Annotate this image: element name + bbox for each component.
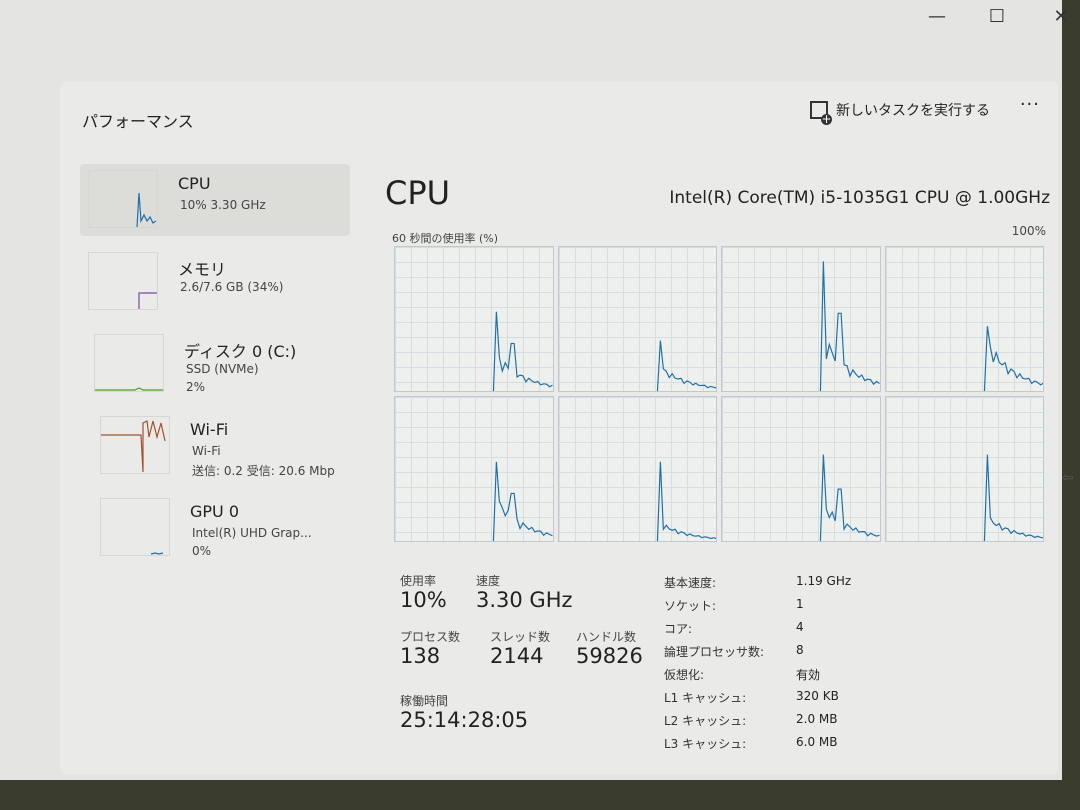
logical-processor-graphs — [394, 246, 1044, 542]
spec-value: 4 — [796, 620, 804, 634]
page-title: パフォーマンス — [82, 112, 194, 131]
spec-value: 6.0 MB — [796, 735, 838, 749]
spec-row: コア: 4 — [664, 620, 964, 643]
spec-value: 1 — [796, 597, 804, 611]
uptime-value: 25:14:28:05 — [400, 708, 529, 732]
sidebar-item-name: ディスク 0 (C:) — [184, 342, 297, 361]
logical-processor-graph — [884, 246, 1044, 392]
sidebar-item-detail-2: 送信: 0.2 受信: 20.6 Mbp — [192, 464, 335, 478]
cpu-specs: 基本速度: 1.19 GHz ソケット: 1 コア: 4 論理プロセッサ数: 8 仮想化: 有効 L… — [664, 574, 964, 758]
minimize-button[interactable]: — — [928, 6, 946, 27]
mini-graph-icon — [88, 252, 158, 310]
spec-row: 仮想化: 有効 — [664, 666, 964, 689]
spec-key: コア: — [664, 622, 693, 636]
performance-page: パフォーマンス 新しいタスクを実行する ··· CPU 10% 3.30 GHz… — [60, 82, 1058, 774]
spec-row: ソケット: 1 — [664, 597, 964, 620]
spec-key: 論理プロセッサ数: — [664, 645, 765, 659]
cpu-usage-line — [656, 340, 716, 391]
cpu-usage-line — [983, 326, 1043, 391]
speed-label: 速度 — [476, 574, 501, 588]
mini-graph-icon — [88, 170, 158, 228]
sidebar-item-detail: Wi-Fi — [192, 444, 221, 458]
spec-row: L2 キャッシュ: 2.0 MB — [664, 712, 964, 735]
graph-max-label: 100% — [1011, 224, 1046, 238]
spec-key: L3 キャッシュ: — [664, 737, 747, 751]
logical-processor-graph — [721, 246, 881, 392]
logical-processor-graph — [557, 246, 717, 392]
cpu-model: Intel(R) Core(TM) i5-1035G1 CPU @ 1.00GH… — [669, 188, 1050, 208]
cpu-heading: CPU — [385, 174, 451, 212]
handles-label: ハンドル数 — [576, 630, 637, 644]
processes-value: 138 — [400, 644, 441, 668]
close-button[interactable]: ✕ — [1053, 6, 1069, 27]
spec-row: L3 キャッシュ: 6.0 MB — [664, 735, 964, 758]
threads-label: スレッド数 — [490, 630, 551, 644]
speed-value: 3.30 GHz — [476, 588, 573, 612]
logical-processor-graph — [721, 396, 881, 542]
logical-processor-graph — [557, 396, 717, 542]
sidebar-item-detail-2: 0% — [192, 544, 212, 558]
title-bar: — ☐ ✕ — [0, 0, 1069, 40]
usage-label: 使用率 — [400, 574, 437, 588]
run-task-icon — [810, 101, 832, 125]
threads-value: 2144 — [490, 644, 544, 668]
spec-value: 320 KB — [796, 689, 839, 703]
logical-processor-graph — [884, 396, 1044, 542]
spec-key: 仮想化: — [664, 668, 705, 682]
sidebar-item-detail: Intel(R) UHD Grap... — [192, 526, 312, 540]
usage-value: 10% — [400, 588, 447, 612]
handles-value: 59826 — [576, 644, 643, 668]
sidebar-item-4[interactable]: GPU 0 Intel(R) UHD Grap... 0% — [80, 492, 350, 564]
sidebar-item-detail: 2.6/7.6 GB (34%) — [180, 280, 284, 294]
spec-row: L1 キャッシュ: 320 KB — [664, 689, 964, 712]
sidebar-item-0[interactable]: CPU 10% 3.30 GHz — [80, 164, 350, 236]
spec-key: L1 キャッシュ: — [664, 691, 747, 705]
cpu-usage-line — [656, 461, 716, 541]
cpu-usage-line — [819, 261, 880, 391]
spec-value: 8 — [796, 643, 804, 657]
spec-row: 基本速度: 1.19 GHz — [664, 574, 964, 597]
sidebar-item-detail: 10% 3.30 GHz — [180, 198, 266, 212]
mini-graph-icon — [100, 498, 170, 556]
more-options-button[interactable]: ··· — [1019, 94, 1040, 115]
cpu-usage-line — [492, 311, 553, 391]
sidebar-item-detail: SSD (NVMe) — [186, 362, 259, 376]
mini-graph-icon — [100, 416, 170, 474]
cpu-usage-line — [492, 461, 553, 541]
logical-processor-graph — [394, 396, 554, 542]
logical-processor-graph — [394, 246, 554, 392]
graph-label: 60 秒間の使用率 (%) — [392, 232, 499, 245]
sidebar-item-2[interactable]: ディスク 0 (C:) SSD (NVMe) 2% — [80, 328, 350, 400]
cpu-usage-line — [983, 454, 1043, 541]
sidebar-item-name: メモリ — [178, 260, 227, 279]
uptime-label: 稼働時間 — [400, 694, 449, 708]
cpu-usage-line — [819, 454, 880, 541]
maximize-button[interactable]: ☐ — [988, 6, 1006, 27]
task-manager-window: — ☐ ✕ パフォーマンス 新しいタスクを実行する ··· CPU 10% 3.… — [0, 0, 1062, 780]
sidebar-item-1[interactable]: メモリ 2.6/7.6 GB (34%) — [80, 246, 350, 318]
mini-graph-icon — [94, 334, 164, 392]
sidebar-item-name: CPU — [178, 174, 211, 193]
run-task-label: 新しいタスクを実行する — [836, 103, 990, 119]
sidebar-item-name: GPU 0 — [190, 502, 240, 521]
spec-value: 有効 — [796, 668, 821, 682]
sidebar-item-3[interactable]: Wi-Fi Wi-Fi 送信: 0.2 受信: 20.6 Mbp — [80, 410, 350, 482]
spec-row: 論理プロセッサ数: 8 — [664, 643, 964, 666]
sidebar-item-name: Wi-Fi — [190, 420, 229, 439]
spec-value: 2.0 MB — [796, 712, 838, 726]
spec-key: ソケット: — [664, 599, 717, 613]
spec-value: 1.19 GHz — [796, 574, 852, 588]
spec-key: L2 キャッシュ: — [664, 714, 747, 728]
resize-handle[interactable]: ⇦ — [1062, 470, 1074, 486]
run-new-task-button[interactable]: 新しいタスクを実行する — [810, 100, 990, 125]
spec-key: 基本速度: — [664, 576, 717, 590]
processes-label: プロセス数 — [400, 630, 461, 644]
sidebar-item-detail-2: 2% — [186, 380, 206, 394]
